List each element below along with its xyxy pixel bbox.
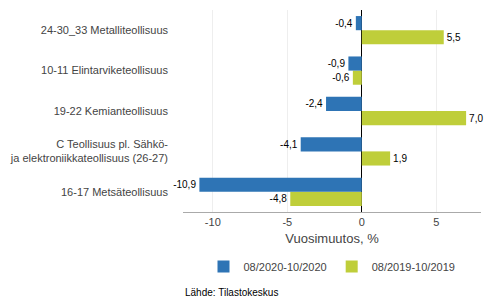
svg-text:24-30_33 Metalliteollisuus: 24-30_33 Metalliteollisuus: [41, 24, 169, 36]
svg-text:5,5: 5,5: [447, 32, 461, 43]
svg-text:-4,8: -4,8: [270, 193, 288, 204]
svg-text:-10,9: -10,9: [173, 179, 196, 190]
svg-text:-0,9: -0,9: [328, 58, 346, 69]
svg-text:-10: -10: [205, 216, 221, 228]
svg-text:-0,4: -0,4: [335, 18, 353, 29]
svg-text:Vuosimuutos, %: Vuosimuutos, %: [285, 231, 379, 246]
svg-text:-5: -5: [282, 216, 292, 228]
svg-text:1,9: 1,9: [393, 153, 407, 164]
svg-text:19-22 Kemianteollisuus: 19-22 Kemianteollisuus: [54, 105, 169, 117]
svg-text:Lähde: Tilastokeskus: Lähde: Tilastokeskus: [185, 287, 278, 298]
svg-text:5: 5: [433, 216, 439, 228]
svg-text:16-17 Metsäteollisuus: 16-17 Metsäteollisuus: [61, 186, 169, 198]
svg-text:08/2019-10/2019: 08/2019-10/2019: [372, 261, 455, 273]
svg-text:0: 0: [359, 216, 365, 228]
svg-text:08/2020-10/2020: 08/2020-10/2020: [244, 261, 327, 273]
svg-text:C Teollisuus pl. Sähkö-ja elek: C Teollisuus pl. Sähkö-ja elektroniikkat…: [10, 138, 168, 164]
svg-text:-4,1: -4,1: [280, 139, 298, 150]
svg-text:-0,6: -0,6: [332, 72, 350, 83]
svg-text:-2,4: -2,4: [305, 98, 323, 109]
svg-text:7,0: 7,0: [469, 113, 483, 124]
svg-text:10-11 Elintarviketeollisuus: 10-11 Elintarviketeollisuus: [41, 64, 168, 76]
